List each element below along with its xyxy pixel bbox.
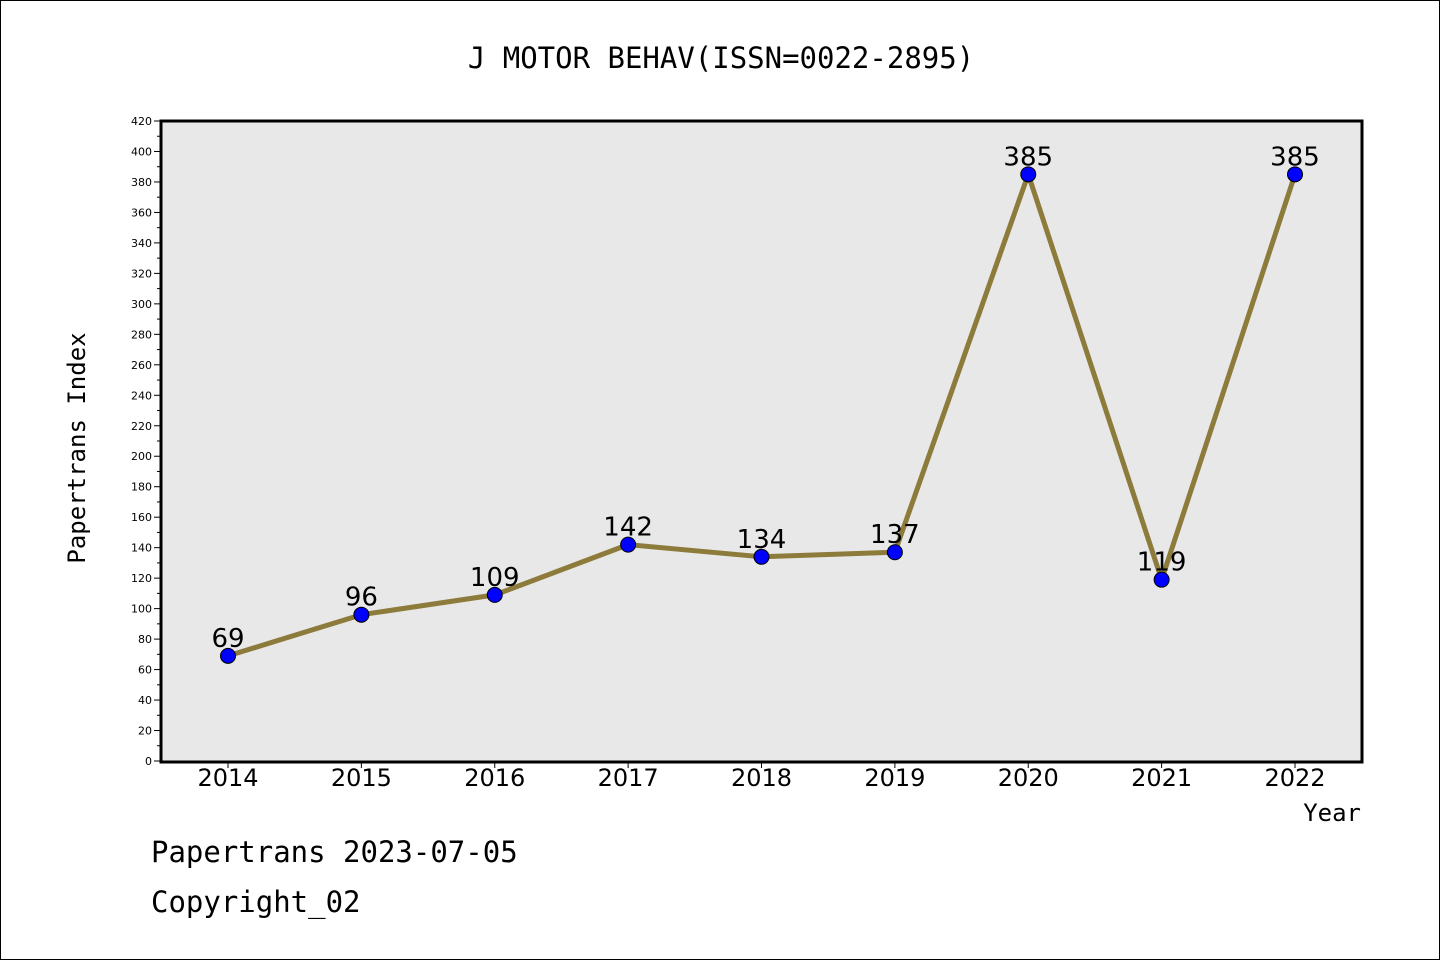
data-label-2017: 142 [603,513,653,543]
y-tick-label: 80 [138,633,152,646]
x-tick-label: 2022 [1264,764,1325,792]
x-tick-label: 2018 [731,764,792,792]
y-tick-label: 0 [145,755,152,768]
data-label-2021: 119 [1137,548,1187,578]
y-tick-label: 120 [131,572,152,585]
y-tick-label: 280 [131,328,152,341]
chart-title: J MOTOR BEHAV(ISSN=0022-2895) [468,41,974,75]
y-tick-label: 420 [131,115,152,128]
x-tick-label: 2017 [598,764,659,792]
data-labels-group: 69 96 109 142 134 137 385 119 385 [211,142,1319,654]
data-label-2022: 385 [1270,142,1320,172]
x-tick-label: 2019 [864,764,925,792]
y-tick-label: 240 [131,389,152,402]
y-tick-label: 40 [138,694,152,707]
data-point-2014 [220,647,236,664]
x-axis: 2014 2015 2016 2017 2018 2019 2020 2021 2022 [197,762,1326,792]
data-point-2016 [486,586,503,603]
y-tick-label: 260 [131,359,152,372]
data-point-2022 [1287,166,1303,183]
data-point-2020 [1020,166,1037,183]
y-tick-label: 180 [131,481,152,494]
x-tick-label: 2015 [331,764,392,792]
y-tick-label: 340 [131,237,152,250]
x-tick-label: 2021 [1131,764,1192,792]
markers-group [220,166,1303,664]
data-label-2015: 96 [345,583,378,613]
y-tick-label: 300 [131,298,152,311]
data-point-2018 [753,548,770,565]
x-tick-label: 2020 [998,764,1059,792]
data-label-2019: 137 [870,520,920,550]
y-tick-label: 360 [131,206,152,219]
y-tick-label: 160 [131,511,152,524]
data-point-2021 [1153,571,1170,588]
data-label-2018: 134 [737,525,787,555]
y-tick-label: 20 [138,725,152,738]
y-axis: 0 20 40 60 80 100 120 140 160 180 200 220 240 260 280 3… [131,115,161,768]
y-tick-label: 100 [131,603,152,616]
y-tick-label: 400 [131,145,152,158]
data-point-2015 [353,606,370,623]
footer-source: Papertrans 2023-07-05 [151,835,518,869]
data-point-2019 [886,544,903,561]
y-tick-label: 140 [131,542,152,555]
x-axis-label: Year [1303,799,1361,827]
data-label-2020: 385 [1003,142,1053,172]
plot-area [159,119,1364,764]
y-tick-label: 220 [131,420,152,433]
data-label-2014: 69 [211,624,244,654]
footer-copyright: Copyright_02 [151,885,361,919]
x-tick-label: 2014 [197,764,258,792]
y-axis-label: Papertrans Index [63,332,91,563]
y-tick-label: 380 [131,176,152,189]
data-point-2017 [620,536,637,553]
data-label-2016: 109 [470,563,520,593]
y-tick-label: 60 [138,664,152,677]
y-tick-label: 320 [131,267,152,280]
x-tick-label: 2016 [464,764,525,792]
y-tick-label: 200 [131,450,152,463]
